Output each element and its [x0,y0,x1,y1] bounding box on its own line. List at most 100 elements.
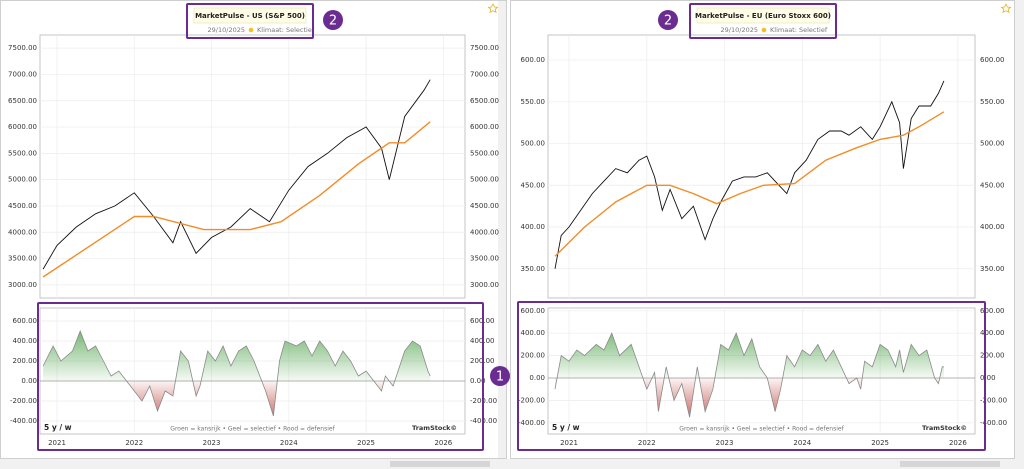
date: 29/10/2025 [721,26,758,34]
y-tick-label: 500.00 [980,140,1005,148]
annotation-number: 2 [664,14,672,29]
price-line [554,80,945,269]
legend-note: Groen = kansrijk • Geel = selectief • Ro… [679,426,844,433]
brand: TramStock© [922,424,967,432]
y-tick-label: 0.00 [21,377,37,385]
y-tick-label: 200.00 [521,352,546,360]
y-tick-label: 600.00 [980,307,1005,315]
annotation-box [517,301,986,451]
plot-area [39,34,466,299]
y-tick-label: 600.00 [13,317,38,325]
x-tick-label: 2021 [48,439,66,447]
y-tick-label: 7000.00 [8,70,37,78]
left-panel-frame [0,0,507,459]
y-tick-label: -200.00 [518,396,545,404]
period-label: 5 y / w [44,423,72,432]
y-tick-label: 6000.00 [470,123,499,131]
period-label: 5 y / w [552,423,580,432]
y-tick-label: 450.00 [521,181,546,189]
climate-dot [248,27,254,33]
y-tick-label: 600.00 [521,56,546,64]
y-tick-label: 3500.00 [470,255,499,263]
x-tick-label: 2026 [434,439,452,447]
plot [42,329,431,417]
y-tick-label: 0.00 [470,377,486,385]
annotation-box [37,302,484,451]
plot [42,79,431,278]
y-tick-label: 200.00 [13,357,38,365]
price-line [42,121,431,278]
y-tick-label: -200.00 [10,397,37,405]
area-up [43,331,431,381]
x-tick-label: 2024 [793,439,811,447]
plot-area [547,34,976,299]
y-tick-label: 550.00 [980,98,1005,106]
y-tick-label: -400.00 [518,419,545,427]
y-tick-label: 350.00 [980,265,1005,273]
area-up [555,333,944,378]
x-tick-label: 2022 [125,439,143,447]
y-tick-label: 600.00 [521,307,546,315]
x-tick-label: 2022 [638,439,656,447]
y-tick-label: 0.00 [980,374,996,382]
annotation-marker [658,10,678,30]
annotation-number: 1 [496,370,504,385]
annotation-marker [323,10,343,30]
y-tick-label: 5000.00 [8,176,37,184]
x-tick-label: 2023 [716,439,734,447]
y-tick-label: 5500.00 [8,149,37,157]
y-tick-label: 4000.00 [8,228,37,236]
scrollbar[interactable] [1015,0,1024,469]
y-tick-label: 400.00 [980,223,1005,231]
y-tick-label: 3000.00 [8,281,37,289]
chart-title: MarketPulse - US (S&P 500) [195,12,305,20]
y-tick-label: 400.00 [13,337,38,345]
annotation-marker [490,366,510,386]
scroll-thumb[interactable] [390,461,490,467]
y-tick-label: 3500.00 [8,255,37,263]
x-tick-label: 2021 [560,439,578,447]
scrollbar[interactable] [498,1,506,458]
x-tick-label: 2024 [280,439,298,447]
y-tick-label: 7500.00 [470,44,499,52]
indicator-line [554,332,944,418]
x-tick-label: 2025 [871,439,889,447]
chart-title: MarketPulse - EU (Euro Stoxx 600) [695,12,831,20]
annotation-box [186,3,314,39]
title-box [193,7,307,24]
x-tick-label: 2025 [357,439,375,447]
y-tick-label: -400.00 [980,419,1007,427]
y-tick-label: 550.00 [521,98,546,106]
title-box [696,7,830,24]
y-tick-label: 350.00 [521,265,546,273]
scroll-thumb[interactable] [900,461,1000,467]
date: 29/10/2025 [208,26,245,34]
legend-note: Groen = kansrijk • Geel = selectief • Ro… [170,426,335,433]
area-down [43,381,431,416]
x-tick-label: 2023 [203,439,221,447]
price-line [42,79,431,270]
climate-dot [761,27,767,33]
y-tick-label: 6500.00 [8,97,37,105]
y-tick-label: 5000.00 [470,176,499,184]
right-panel-frame [510,0,1015,459]
scrollbar[interactable] [0,459,1015,469]
y-tick-label: 4500.00 [8,202,37,210]
y-tick-label: 6500.00 [470,97,499,105]
y-tick-label: 400.00 [521,329,546,337]
annotation-number: 2 [329,14,337,29]
y-tick-label: 4000.00 [470,228,499,236]
y-tick-label: 400.00 [521,223,546,231]
plot [554,332,944,418]
y-tick-label: 400.00 [980,329,1005,337]
y-tick-label: 6000.00 [8,123,37,131]
y-tick-label: 600.00 [980,56,1005,64]
indicator-line [42,329,431,417]
y-tick-label: 7500.00 [8,44,37,52]
y-tick-label: 200.00 [980,352,1005,360]
climate: Klimaat: Selectief [770,26,828,34]
price-line [554,111,945,257]
favorite-star[interactable] [487,3,499,14]
favorite-star[interactable] [1000,3,1012,14]
